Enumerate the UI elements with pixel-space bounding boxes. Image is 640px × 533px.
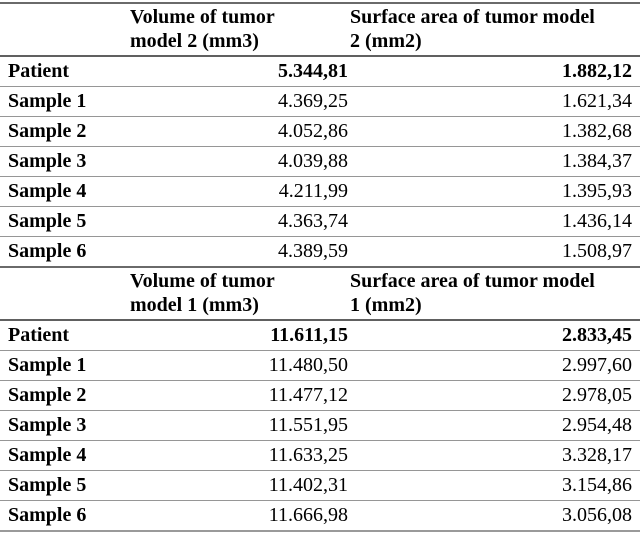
header-empty-cell — [0, 3, 130, 57]
table-row: Sample 1 11.480,50 2.997,60 — [0, 350, 640, 381]
table-row: Sample 6 4.389,59 1.508,97 — [0, 236, 640, 266]
volume-value: 4.052,86 — [130, 116, 350, 147]
table-row: Sample 5 11.402,31 3.154,86 — [0, 470, 640, 501]
row-label: Patient — [8, 324, 70, 346]
table-row: Sample 3 4.039,88 1.384,37 — [0, 146, 640, 177]
volume-value: 11.402,31 — [130, 470, 350, 501]
surface-value: 1.395,93 — [350, 176, 640, 207]
surface-value: 1.508,97 — [350, 236, 640, 266]
volume-value: 4.039,88 — [130, 146, 350, 177]
volume-column-header: Volume of tumor model 1 (mm3) — [130, 267, 350, 321]
volume-value: 4.211,99 — [130, 176, 350, 207]
volume-value: 11.551,95 — [130, 410, 350, 441]
surface-value: 1.436,14 — [350, 206, 640, 237]
surface-value: 2.954,48 — [350, 410, 640, 441]
table-row: Patient 5.344,81 1.882,12 — [0, 56, 640, 87]
row-label: Sample 6 — [0, 236, 130, 266]
row-label: Sample 4 — [0, 440, 130, 471]
table-row: Sample 2 11.477,12 2.978,05 — [0, 380, 640, 411]
volume-value: 11.633,25 — [130, 440, 350, 471]
surface-value: 1.621,34 — [350, 86, 640, 117]
surface-value: 3.056,08 — [350, 500, 640, 531]
table-row: Sample 1 4.369,25 1.621,34 — [0, 86, 640, 117]
row-label: Sample 1 — [0, 350, 130, 381]
row-label: Sample 2 — [0, 380, 130, 411]
volume-value: 11.477,12 — [130, 380, 350, 411]
surface-value: 2.997,60 — [350, 350, 640, 381]
header-empty-cell — [0, 267, 130, 321]
row-label: Patient — [8, 60, 70, 82]
header-row: Volume of tumor model 2 (mm3) Surface ar… — [0, 3, 640, 57]
surface-value: 2.978,05 — [350, 380, 640, 411]
volume-value: 5.344,81 — [278, 60, 348, 82]
table-row: Sample 6 11.666,98 3.056,08 — [0, 500, 640, 531]
surface-value: 1.384,37 — [350, 146, 640, 177]
row-label: Sample 4 — [0, 176, 130, 207]
table-row: Sample 2 4.052,86 1.382,68 — [0, 116, 640, 147]
surface-value: 1.382,68 — [350, 116, 640, 147]
surface-column-header: Surface area of tumor model 1 (mm2) — [350, 267, 640, 321]
table-row: Sample 4 11.633,25 3.328,17 — [0, 440, 640, 471]
volume-value: 11.480,50 — [130, 350, 350, 381]
row-label: Sample 3 — [0, 410, 130, 441]
table-row: Patient 11.611,15 2.833,45 — [0, 320, 640, 351]
row-label: Sample 3 — [0, 146, 130, 177]
volume-value: 4.363,74 — [130, 206, 350, 237]
surface-column-header: Surface area of tumor model 2 (mm2) — [350, 3, 640, 57]
volume-value: 4.389,59 — [130, 236, 350, 266]
header-row: Volume of tumor model 1 (mm3) Surface ar… — [0, 267, 640, 321]
row-label: Sample 5 — [0, 470, 130, 501]
volume-value: 11.666,98 — [130, 500, 350, 531]
row-label: Sample 6 — [0, 500, 130, 531]
volume-value: 4.369,25 — [130, 86, 350, 117]
surface-value: 3.328,17 — [350, 440, 640, 471]
volume-column-header: Volume of tumor model 2 (mm3) — [130, 3, 350, 57]
table-row: Sample 5 4.363,74 1.436,14 — [0, 206, 640, 237]
row-label: Sample 5 — [0, 206, 130, 237]
table-row: Sample 3 11.551,95 2.954,48 — [0, 410, 640, 441]
row-label: Sample 1 — [0, 86, 130, 117]
row-label: Sample 2 — [0, 116, 130, 147]
surface-value: 1.882,12 — [562, 60, 632, 82]
surface-value: 3.154,86 — [350, 470, 640, 501]
table-row: Sample 4 4.211,99 1.395,93 — [0, 176, 640, 207]
tumor-model-2-table: Volume of tumor model 2 (mm3) Surface ar… — [0, 2, 640, 266]
volume-value: 11.611,15 — [270, 324, 348, 346]
tumor-model-1-table: Volume of tumor model 1 (mm3) Surface ar… — [0, 266, 640, 532]
surface-value: 2.833,45 — [562, 324, 632, 346]
